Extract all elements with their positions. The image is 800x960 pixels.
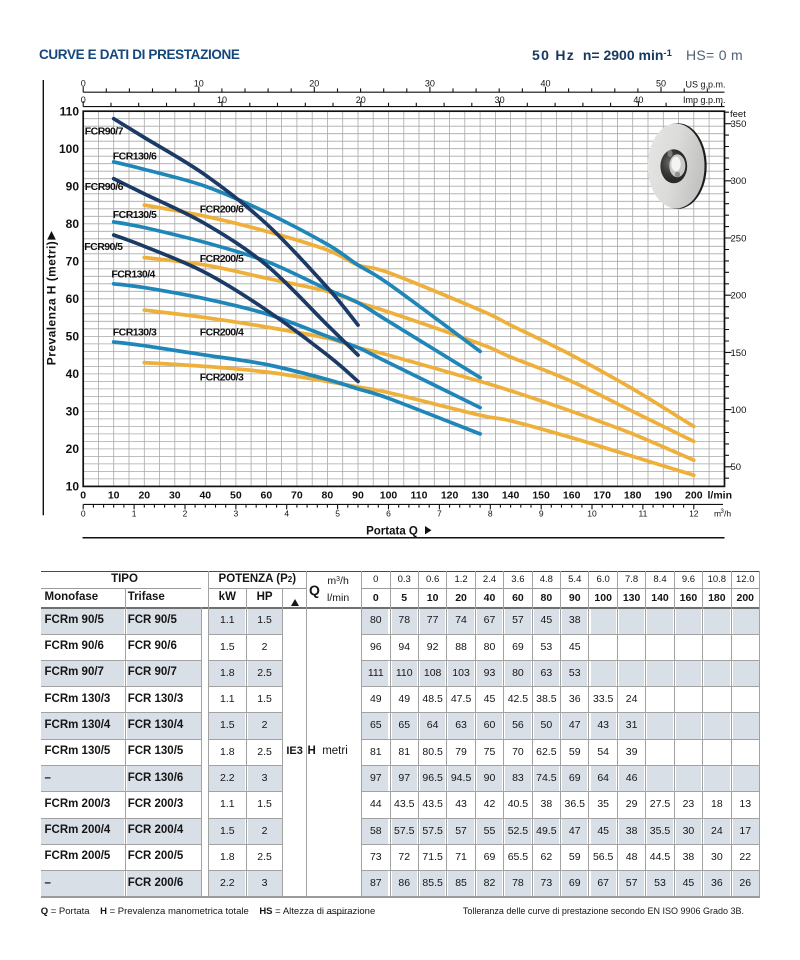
svg-text:10: 10 (587, 509, 597, 519)
svg-text:40: 40 (540, 79, 550, 89)
svg-text:4: 4 (284, 509, 289, 519)
svg-text:20: 20 (356, 95, 366, 105)
svg-text:10: 10 (66, 480, 80, 494)
svg-text:30: 30 (66, 405, 80, 419)
svg-text:50: 50 (230, 490, 242, 502)
svg-text:10: 10 (194, 79, 204, 89)
svg-text:50: 50 (656, 79, 666, 89)
svg-text:30: 30 (169, 490, 181, 502)
svg-text:US g.p.m.: US g.p.m. (685, 80, 725, 90)
svg-text:30: 30 (495, 95, 505, 105)
svg-text:FCR90/7: FCR90/7 (85, 126, 124, 138)
svg-text:FCR200/3: FCR200/3 (200, 372, 244, 384)
svg-text:FCR130/6: FCR130/6 (113, 151, 157, 163)
svg-text:20: 20 (138, 490, 150, 502)
svg-text:3: 3 (234, 509, 239, 519)
svg-text:3: 3 (721, 509, 725, 515)
svg-text:20: 20 (66, 442, 80, 456)
svg-text:40: 40 (66, 367, 80, 381)
svg-text:/h: /h (724, 509, 731, 519)
svg-text:8: 8 (488, 509, 493, 519)
svg-text:FCR90/5: FCR90/5 (84, 241, 123, 253)
svg-text:Portata Q: Portata Q (366, 526, 418, 538)
svg-text:5: 5 (335, 509, 340, 519)
svg-text:180: 180 (624, 490, 642, 502)
svg-text:50: 50 (66, 330, 80, 344)
svg-text:FCR130/3: FCR130/3 (113, 327, 157, 339)
svg-text:90: 90 (352, 490, 364, 502)
svg-text:300: 300 (731, 176, 747, 187)
svg-text:40: 40 (633, 95, 643, 105)
svg-text:6: 6 (386, 509, 391, 519)
svg-text:m: m (714, 509, 721, 519)
svg-text:FCR90/6: FCR90/6 (85, 181, 124, 193)
svg-text:9: 9 (539, 509, 544, 519)
svg-text:140: 140 (502, 490, 520, 502)
svg-text:60: 60 (261, 490, 273, 502)
svg-text:110: 110 (60, 104, 80, 118)
svg-text:40: 40 (199, 490, 211, 502)
svg-text:10: 10 (217, 95, 227, 105)
svg-text:12: 12 (689, 509, 699, 519)
svg-text:30: 30 (425, 79, 435, 89)
svg-text:FCR130/4: FCR130/4 (111, 269, 155, 281)
svg-text:50: 50 (731, 462, 742, 473)
svg-text:110: 110 (411, 490, 428, 502)
svg-text:70: 70 (291, 490, 303, 502)
svg-text:2: 2 (183, 509, 188, 519)
svg-text:1: 1 (132, 509, 137, 519)
svg-text:160: 160 (563, 490, 581, 502)
svg-text:350: 350 (731, 119, 747, 130)
svg-text:0: 0 (81, 95, 86, 105)
svg-text:0: 0 (81, 509, 86, 519)
svg-text:Imp g.p.m.: Imp g.p.m. (683, 95, 726, 105)
svg-text:feet: feet (730, 109, 746, 120)
svg-text:150: 150 (731, 348, 747, 359)
svg-text:130: 130 (471, 490, 489, 502)
svg-text:11: 11 (638, 509, 647, 519)
svg-text:FCR200/6: FCR200/6 (200, 204, 244, 216)
svg-text:150: 150 (532, 490, 550, 502)
svg-text:70: 70 (66, 255, 80, 269)
svg-text:80: 80 (322, 490, 334, 502)
svg-text:10: 10 (108, 490, 120, 502)
svg-text:Prevalenza H (metri): Prevalenza H (metri) (45, 241, 59, 365)
svg-text:l/min: l/min (708, 490, 733, 502)
svg-text:250: 250 (731, 233, 747, 244)
svg-text:120: 120 (441, 490, 459, 502)
svg-text:0: 0 (81, 79, 86, 89)
svg-text:190: 190 (655, 490, 673, 502)
svg-text:200: 200 (685, 490, 703, 502)
svg-text:100: 100 (59, 142, 79, 156)
svg-text:100: 100 (380, 490, 398, 502)
svg-text:90: 90 (66, 179, 80, 193)
svg-text:0: 0 (80, 490, 86, 502)
svg-text:100: 100 (731, 405, 747, 416)
svg-text:170: 170 (593, 490, 611, 502)
svg-text:60: 60 (66, 292, 80, 306)
svg-text:FCR200/5: FCR200/5 (200, 253, 244, 265)
svg-text:7: 7 (437, 509, 442, 519)
svg-text:80: 80 (66, 217, 80, 231)
svg-text:FCR130/5: FCR130/5 (113, 209, 157, 221)
svg-text:20: 20 (309, 79, 319, 89)
svg-text:200: 200 (731, 291, 747, 302)
svg-text:FCR200/4: FCR200/4 (200, 327, 244, 339)
